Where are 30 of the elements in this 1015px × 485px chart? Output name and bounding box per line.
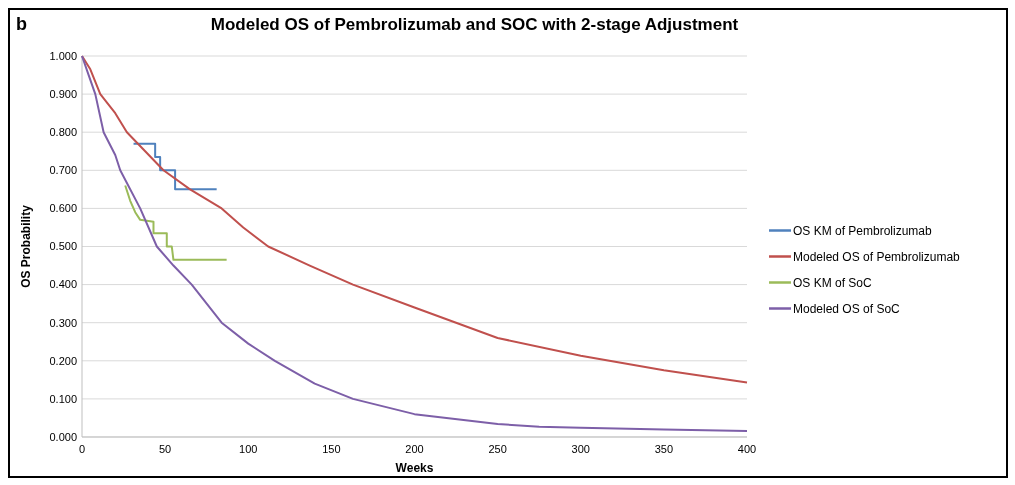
y-tick-label: 1.000 bbox=[49, 49, 77, 62]
x-tick-label: 250 bbox=[488, 443, 507, 455]
legend-label: Modeled OS of SoC bbox=[793, 301, 901, 316]
y-tick-label: 0.000 bbox=[49, 430, 77, 443]
legend-label: Modeled OS of Pembrolizumab bbox=[793, 249, 961, 264]
y-tick-label: 0.400 bbox=[49, 278, 77, 291]
legend-label: OS KM of Pembrolizumab bbox=[793, 223, 933, 238]
y-axis-title: OS Probability bbox=[19, 204, 33, 288]
x-tick-label: 150 bbox=[322, 443, 341, 455]
x-tick-label: 400 bbox=[737, 443, 757, 455]
line-series bbox=[124, 184, 228, 261]
y-tick-label: 0.600 bbox=[49, 202, 77, 215]
x-tick-label: 350 bbox=[654, 443, 674, 455]
x-tick-label: 300 bbox=[571, 443, 590, 455]
legend-label: OS KM of SoC bbox=[793, 275, 873, 290]
y-tick-label: 0.100 bbox=[49, 392, 77, 405]
y-tick-label: 0.200 bbox=[49, 354, 77, 367]
chart-title: Modeled OS of Pembrolizumab and SOC with 2-stage Adjustment bbox=[210, 15, 739, 34]
text: b bbox=[16, 14, 27, 34]
y-tick-label: 0.900 bbox=[49, 87, 77, 100]
y-tick-label: 0.700 bbox=[49, 164, 77, 177]
y-tick-label: 0.300 bbox=[49, 316, 77, 329]
y-tick-label: 0.800 bbox=[49, 126, 77, 139]
line-series bbox=[132, 142, 218, 191]
x-tick-label: 100 bbox=[239, 443, 258, 455]
x-axis-title: Weeks bbox=[395, 461, 434, 475]
y-tick-label: 0.500 bbox=[49, 240, 77, 253]
x-tick-label: 50 bbox=[159, 443, 172, 455]
x-tick-label: 200 bbox=[405, 443, 424, 455]
x-tick-label: 0 bbox=[78, 443, 86, 455]
